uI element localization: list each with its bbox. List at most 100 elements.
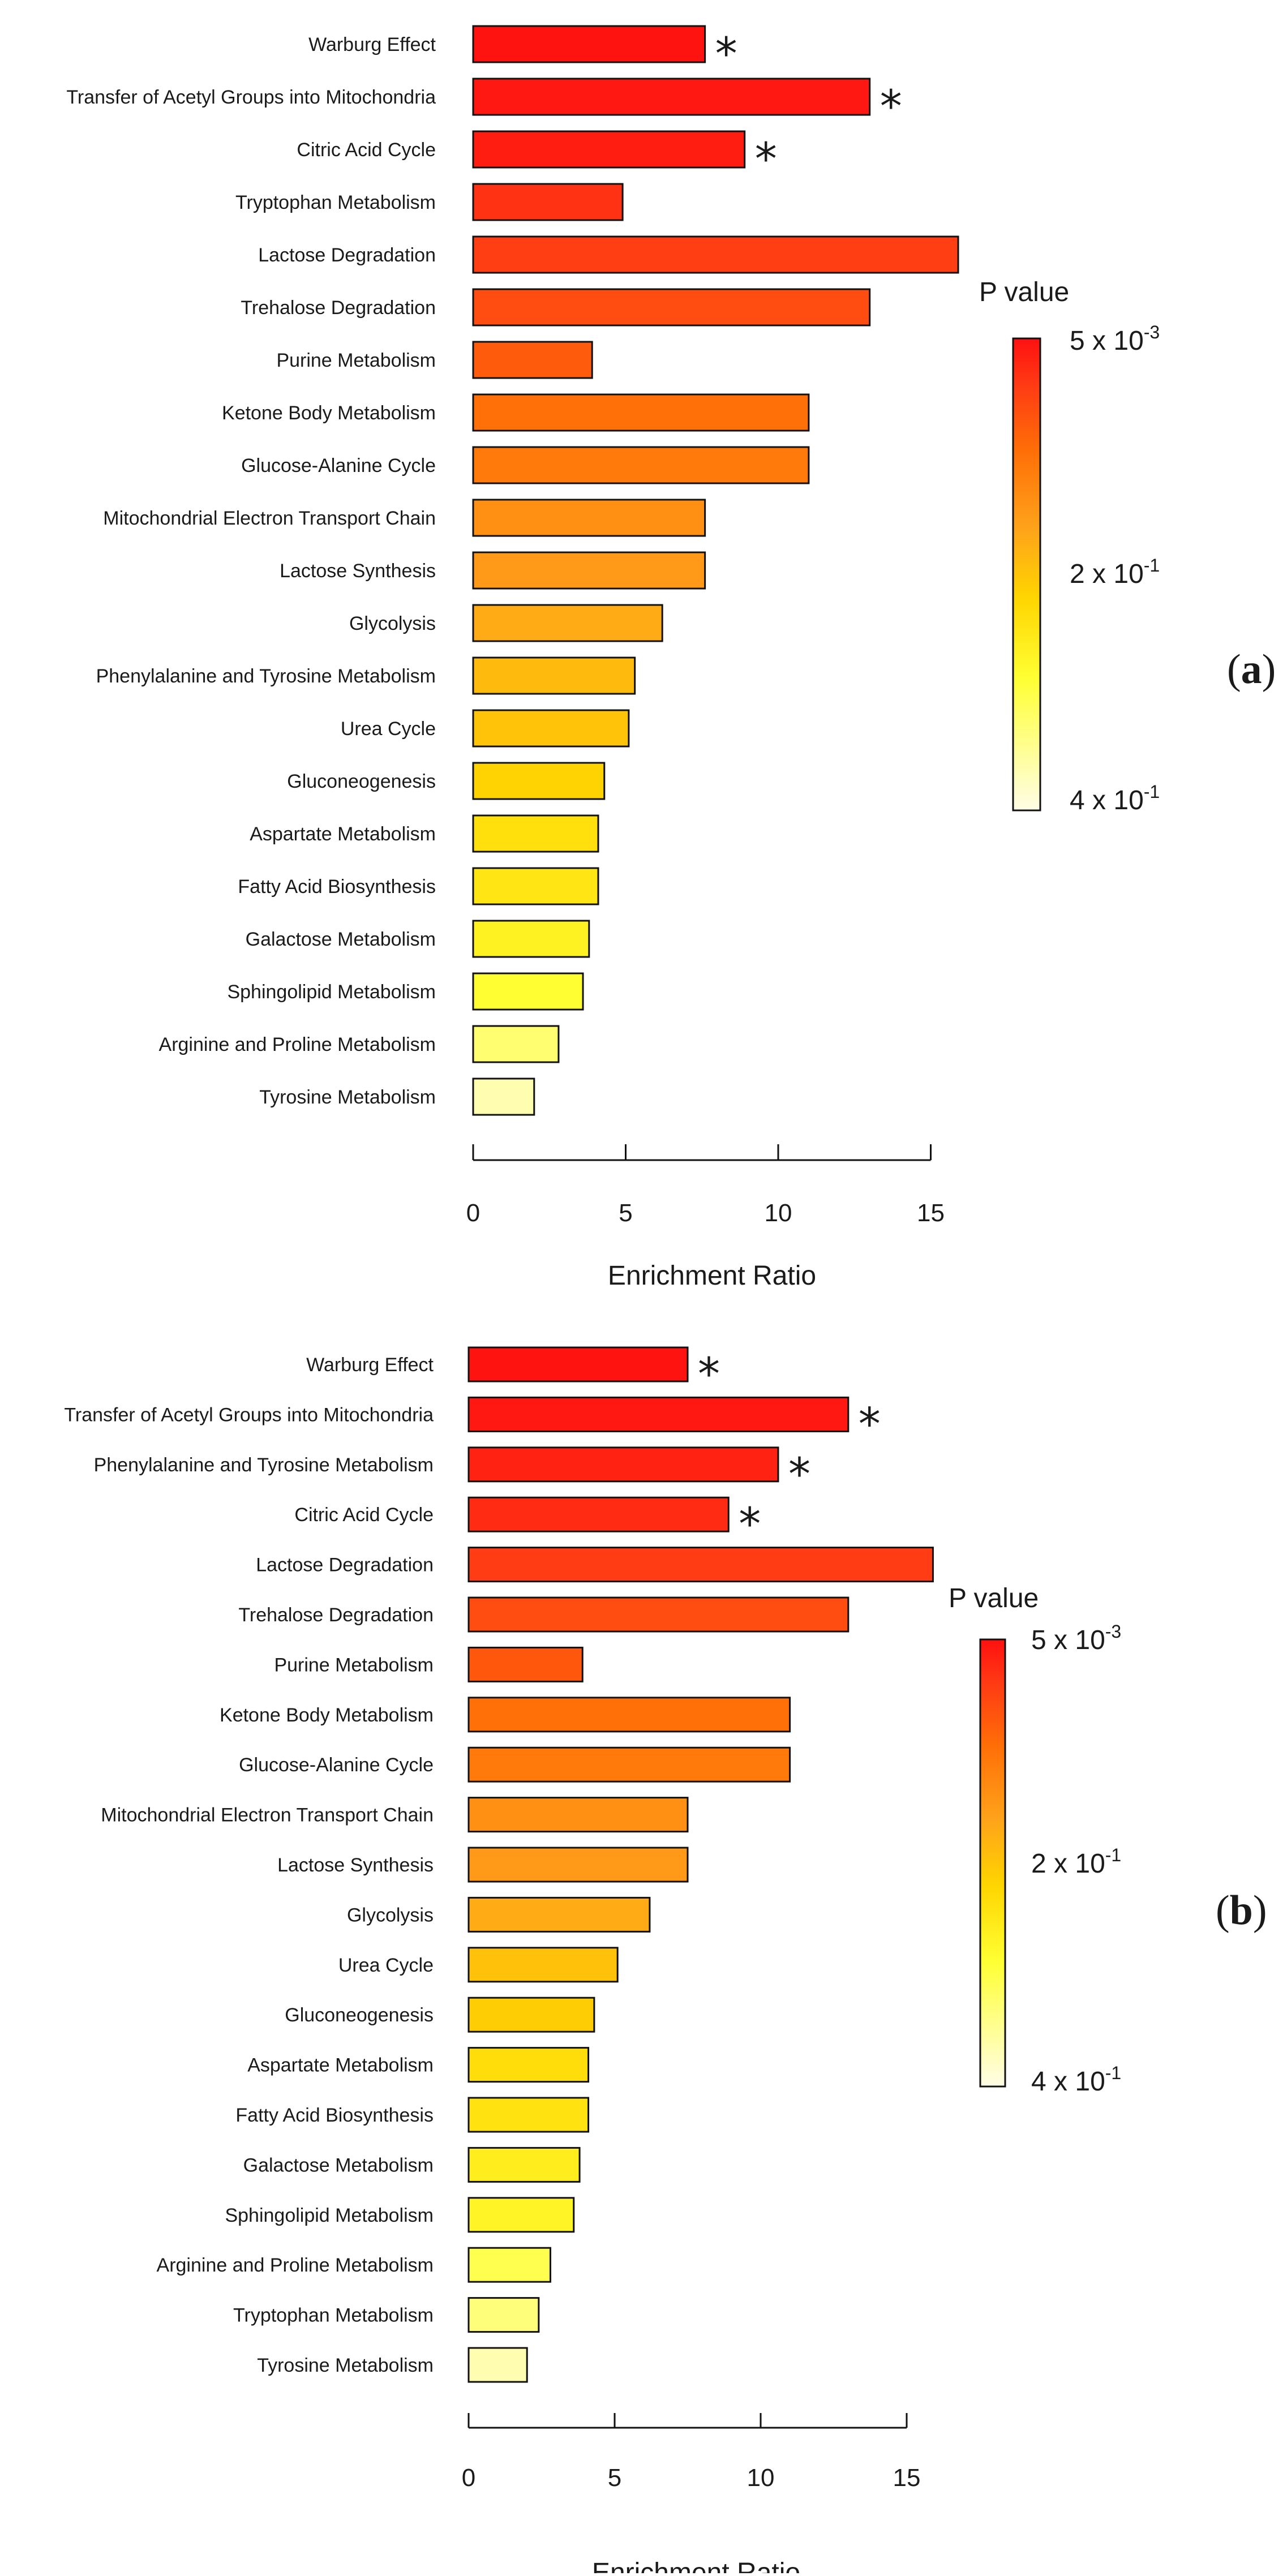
bar xyxy=(472,341,593,379)
category-label: Gluconeogenesis xyxy=(287,771,436,792)
category-label: Transfer of Acetyl Groups into Mitochond… xyxy=(64,1404,434,1426)
category-label: Glucose-Alanine Cycle xyxy=(241,455,436,476)
legend-colorbar xyxy=(979,1638,1006,2088)
bar xyxy=(467,1896,651,1933)
bar xyxy=(467,1396,850,1432)
bar xyxy=(467,2347,528,2383)
bar xyxy=(467,2047,590,2083)
bar xyxy=(472,25,706,63)
bar xyxy=(467,1596,850,1633)
bar xyxy=(472,446,810,484)
bar xyxy=(472,130,746,169)
bar xyxy=(467,1746,791,1783)
bar xyxy=(472,551,706,590)
category-label: Arginine and Proline Metabolism xyxy=(157,2255,434,2276)
bar xyxy=(472,235,959,274)
legend-label: 4 x 10-1 xyxy=(1070,782,1160,815)
bar xyxy=(472,1025,560,1063)
category-label: Transfer of Acetyl Groups into Mitochond… xyxy=(66,87,436,108)
category-label: Aspartate Metabolism xyxy=(250,823,436,845)
bar xyxy=(472,867,599,905)
bar xyxy=(467,2297,540,2333)
bar xyxy=(467,1847,689,1883)
legend-label: 5 x 10-3 xyxy=(1031,1621,1121,1655)
category-label: Ketone Body Metabolism xyxy=(220,1705,434,1726)
bar xyxy=(472,1077,535,1116)
category-label: Lactose Degradation xyxy=(256,1555,434,1576)
bar xyxy=(472,604,663,642)
category-label: Citric Acid Cycle xyxy=(294,1504,434,1526)
category-label: Gluconeogenesis xyxy=(285,2004,434,2026)
significance-marker: * xyxy=(739,1499,761,1550)
significance-marker: * xyxy=(859,1399,881,1450)
bar xyxy=(467,1346,689,1383)
bar xyxy=(467,2146,581,2183)
bar xyxy=(467,1496,730,1532)
category-label: Glucose-Alanine Cycle xyxy=(239,1754,434,1776)
bar xyxy=(472,78,871,116)
bar xyxy=(472,499,706,537)
significance-marker: * xyxy=(755,134,777,185)
x-tick-label: 15 xyxy=(893,2464,921,2492)
category-label: Phenylalanine and Tyrosine Metabolism xyxy=(94,1454,434,1476)
x-axis-title: Enrichment Ratio xyxy=(592,2558,800,2573)
category-label: Ketone Body Metabolism xyxy=(222,402,436,424)
x-tick-label: 10 xyxy=(747,2464,775,2492)
bar xyxy=(467,2197,575,2233)
significance-marker: * xyxy=(698,1349,720,1400)
category-label: Urea Cycle xyxy=(338,1955,434,1976)
category-label: Sphingolipid Metabolism xyxy=(225,2205,434,2226)
bar xyxy=(472,288,871,327)
x-tick-label: 5 xyxy=(608,2464,621,2492)
category-label: Citric Acid Cycle xyxy=(297,139,436,161)
bar xyxy=(467,2247,551,2283)
significance-marker: * xyxy=(715,29,737,80)
category-label: Galactose Metabolism xyxy=(246,929,436,950)
significance-marker: * xyxy=(880,81,902,132)
legend-label: 2 x 10-1 xyxy=(1031,1845,1121,1879)
panel-b: Warburg Effect * Transfer of Acetyl Groups… xyxy=(64,1346,1267,2576)
bar xyxy=(467,1797,689,1833)
category-label: Galactose Metabolism xyxy=(243,2154,434,2176)
bar xyxy=(467,1547,934,1583)
category-label: Aspartate Metabolism xyxy=(247,2055,434,2076)
bar xyxy=(472,920,590,958)
legend-label: 2 x 10-1 xyxy=(1070,555,1160,589)
bar xyxy=(467,1997,595,2033)
legend-title: P value xyxy=(949,1583,1039,1613)
bar xyxy=(467,1446,779,1483)
panel-label: (b) xyxy=(1216,1887,1267,1934)
category-label: Tyrosine Metabolism xyxy=(257,2355,434,2376)
bar xyxy=(472,183,624,221)
significance-marker: * xyxy=(788,1449,810,1500)
category-label: Lactose Degradation xyxy=(258,244,436,266)
panel-a: Warburg Effect * Transfer of Acetyl Groups… xyxy=(66,25,1276,1291)
category-label: Tryptophan Metabolism xyxy=(233,2305,434,2326)
category-label: Glycolysis xyxy=(349,613,436,634)
x-tick-label: 15 xyxy=(917,1199,945,1227)
bar xyxy=(472,972,584,1011)
bar xyxy=(467,1947,619,1983)
panel-label: (a) xyxy=(1227,646,1276,693)
x-tick-label: 0 xyxy=(466,1199,480,1227)
bar xyxy=(472,393,810,432)
category-label: Lactose Synthesis xyxy=(280,560,436,582)
bar xyxy=(472,656,636,695)
bar xyxy=(472,814,599,853)
x-tick-label: 10 xyxy=(765,1199,792,1227)
category-label: Arginine and Proline Metabolism xyxy=(159,1034,436,1055)
bar xyxy=(472,709,630,748)
x-tick-label: 0 xyxy=(462,2464,475,2492)
legend-colorbar xyxy=(1012,337,1041,812)
category-label: Trehalose Degradation xyxy=(241,297,436,319)
category-label: Mitochondrial Electron Transport Chain xyxy=(103,508,436,529)
category-label: Purine Metabolism xyxy=(274,1654,434,1676)
bar xyxy=(467,1646,584,1682)
category-label: Urea Cycle xyxy=(341,718,436,740)
category-label: Glycolysis xyxy=(347,1904,434,1926)
category-label: Mitochondrial Electron Transport Chain xyxy=(101,1805,434,1826)
category-label: Phenylalanine and Tyrosine Metabolism xyxy=(96,666,436,687)
bar xyxy=(472,762,606,800)
category-label: Sphingolipid Metabolism xyxy=(227,981,436,1003)
